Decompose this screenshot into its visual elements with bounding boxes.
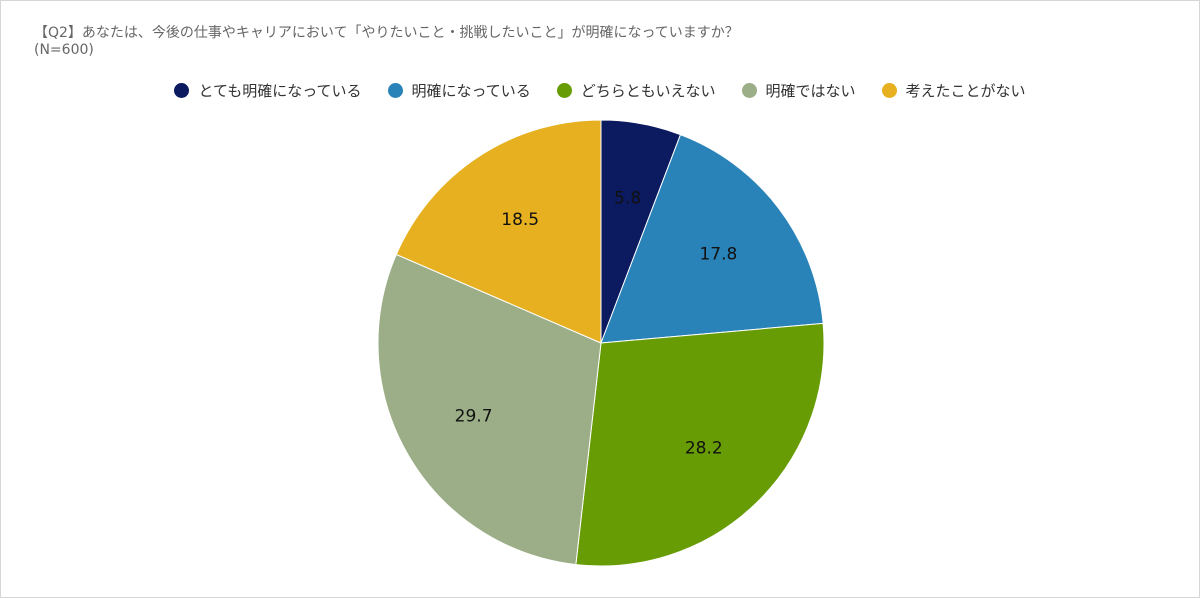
legend-label: 考えたことがない [905, 82, 1026, 100]
pie-value-label: 17.8 [699, 244, 737, 264]
legend-swatch [174, 83, 190, 98]
legend-swatch [387, 83, 403, 98]
legend: とても明確になっている 明確になっている どちらともいえない 明確ではない 考え… [1, 80, 1199, 101]
legend-label: どちらともいえない [580, 82, 716, 100]
legend-item-very-clear: とても明確になっている [174, 80, 362, 101]
legend-item-not-clear: 明確ではない [741, 80, 856, 101]
pie-value-label: 28.2 [685, 438, 723, 458]
legend-item-neutral: どちらともいえない [556, 80, 716, 101]
legend-label: 明確になっている [411, 82, 531, 100]
legend-swatch [556, 83, 572, 98]
legend-label: 明確ではない [765, 82, 856, 100]
pie-slice-not-clear [377, 253, 602, 566]
pie-slice-clear [600, 133, 824, 344]
pie-value-label: 29.7 [455, 407, 493, 427]
legend-label: とても明確になっている [198, 82, 362, 100]
chart-subtitle: (N=600) [34, 42, 94, 58]
chart-title: 【Q2】あなたは、今後の仕事やキャリアにおいて「やりたいこと・挑戦したいこと」が… [34, 25, 739, 41]
legend-swatch [881, 83, 897, 98]
pie-value-label: 18.5 [501, 210, 539, 230]
legend-item-never-thought: 考えたことがない [881, 80, 1026, 101]
legend-swatch [741, 83, 757, 98]
pie-value-label: 5.8 [614, 188, 641, 208]
pie-slice-neutral [575, 322, 825, 567]
legend-item-clear: 明確になっている [387, 80, 531, 101]
pie-slice-never-thought [395, 119, 602, 344]
